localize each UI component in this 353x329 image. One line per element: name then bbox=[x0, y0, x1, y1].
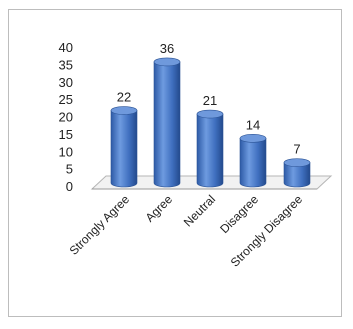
bar bbox=[196, 113, 224, 188]
y-tick-label: 5 bbox=[66, 162, 73, 177]
bar bbox=[239, 138, 267, 188]
y-tick-label: 0 bbox=[66, 179, 73, 194]
bar-top bbox=[196, 109, 224, 119]
category-label: Neutral bbox=[181, 192, 218, 229]
data-label: 36 bbox=[160, 41, 174, 56]
y-tick-label: 20 bbox=[59, 110, 73, 125]
category-label: Disagree bbox=[217, 192, 261, 236]
y-tick-label: 30 bbox=[59, 75, 73, 90]
y-tick-label: 35 bbox=[59, 57, 73, 72]
bar bbox=[153, 61, 181, 188]
y-tick-label: 15 bbox=[59, 127, 73, 142]
y-tick-label: 10 bbox=[59, 144, 73, 159]
data-label: 22 bbox=[117, 90, 131, 105]
data-label: 7 bbox=[293, 142, 300, 157]
category-label: Strongly Agree bbox=[67, 192, 133, 258]
y-tick-label: 25 bbox=[59, 92, 73, 107]
bar-top bbox=[283, 158, 311, 167]
y-tick-label: 40 bbox=[59, 40, 73, 55]
bar bbox=[110, 110, 138, 188]
bar-top bbox=[153, 57, 181, 67]
bar bbox=[283, 162, 311, 188]
bar-top bbox=[110, 106, 138, 115]
category-label: Agree bbox=[143, 192, 176, 225]
bar-top bbox=[239, 134, 267, 143]
data-label: 21 bbox=[203, 93, 217, 108]
data-label: 14 bbox=[246, 117, 260, 132]
